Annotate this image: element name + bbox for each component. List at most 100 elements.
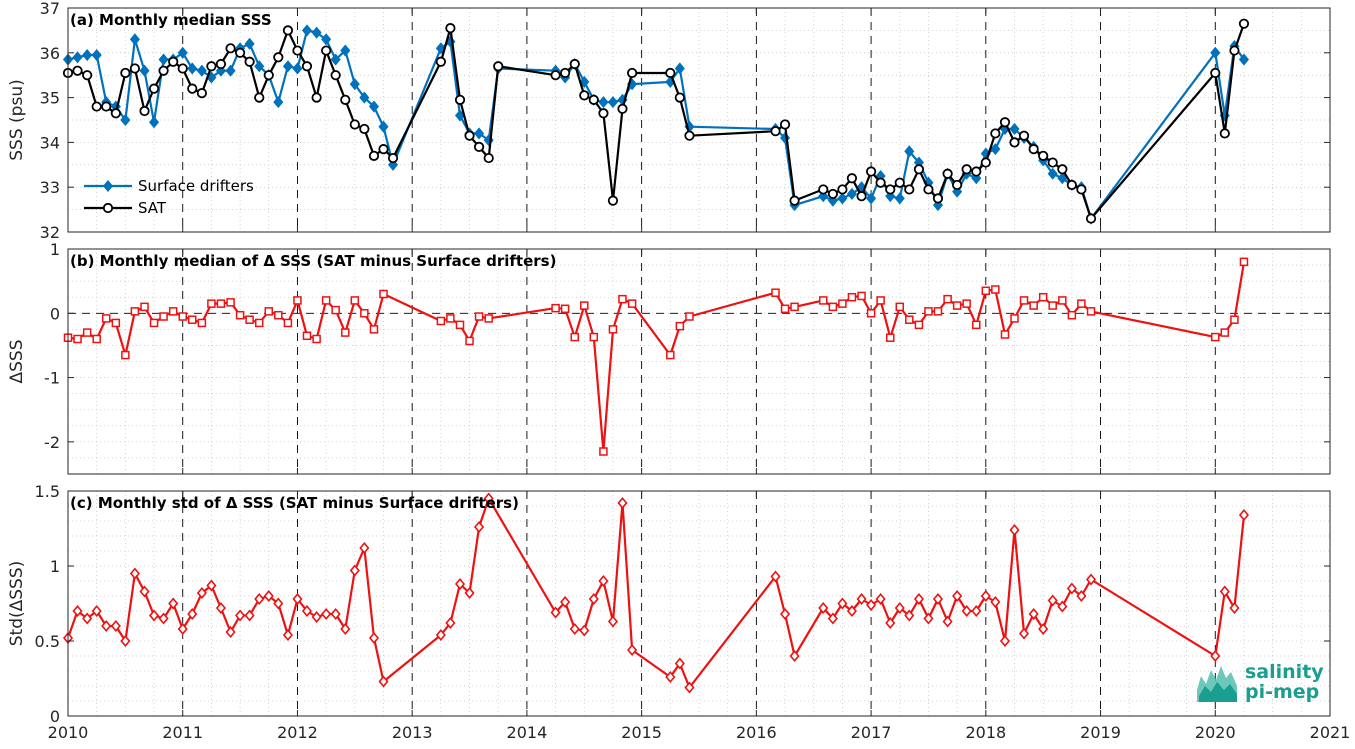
data-point <box>990 143 1001 156</box>
series-line <box>67 261 1246 453</box>
data-point <box>1057 600 1068 613</box>
data-point <box>139 585 150 598</box>
data-point <box>980 589 991 603</box>
y-axis-label: SSS (psu) <box>7 79 27 160</box>
x-tick-label: 2010 <box>48 723 89 742</box>
data-point <box>273 52 284 63</box>
data-point <box>273 96 284 109</box>
data-point <box>876 296 885 305</box>
data-point <box>818 184 829 195</box>
data-point <box>254 592 265 606</box>
data-point <box>473 141 485 152</box>
data-point <box>483 152 494 164</box>
data-point <box>961 164 972 175</box>
data-point <box>999 634 1011 648</box>
data-point <box>101 101 112 112</box>
data-point <box>923 612 934 625</box>
data-point <box>273 597 284 610</box>
data-point <box>865 166 877 177</box>
data-point <box>1219 585 1230 598</box>
data-point <box>685 312 694 321</box>
data-point <box>943 294 952 304</box>
data-point <box>875 177 886 188</box>
data-point <box>818 296 828 305</box>
data-point <box>1047 167 1058 180</box>
x-tick-label: 2019 <box>1080 723 1121 742</box>
data-point <box>971 166 982 177</box>
data-point <box>1076 184 1087 195</box>
data-point <box>187 315 197 324</box>
data-point <box>560 595 571 609</box>
logo-line1: salinity <box>1245 661 1324 683</box>
data-point <box>589 332 599 342</box>
data-point <box>837 597 848 610</box>
data-point <box>72 604 83 618</box>
data-point <box>216 299 226 308</box>
data-point <box>971 604 982 618</box>
data-point <box>1085 573 1097 586</box>
data-point <box>484 314 493 323</box>
data-point <box>321 296 331 305</box>
data-point <box>301 604 313 618</box>
data-point <box>962 299 971 308</box>
data-point <box>139 105 150 117</box>
data-point <box>1067 310 1077 320</box>
data-point <box>311 26 322 39</box>
data-point <box>1038 150 1049 161</box>
data-point <box>780 607 791 621</box>
data-point <box>235 609 246 622</box>
y-tick-label: 1 <box>50 240 60 259</box>
data-point <box>550 70 561 81</box>
data-point <box>551 303 560 313</box>
data-point <box>72 65 83 76</box>
legend-label: Surface drifters <box>138 177 254 195</box>
data-point <box>608 325 618 334</box>
series-line <box>66 497 1246 689</box>
data-point <box>684 681 695 694</box>
data-point <box>330 607 341 621</box>
data-point <box>264 307 274 316</box>
data-point <box>780 304 790 314</box>
x-tick-label: 2015 <box>621 723 662 742</box>
data-point <box>579 90 590 101</box>
data-point <box>1239 257 1249 267</box>
data-point <box>244 37 255 50</box>
x-tick-label: 2020 <box>1195 723 1236 742</box>
data-point <box>474 312 484 321</box>
data-point <box>924 307 933 316</box>
data-point <box>1220 328 1230 337</box>
data-point <box>1018 627 1030 640</box>
data-point <box>454 577 466 591</box>
data-point <box>1077 299 1086 308</box>
data-point <box>474 520 485 534</box>
panel-title: (b) Monthly median of Δ SSS (SAT minus S… <box>70 252 556 270</box>
data-point <box>1229 45 1240 56</box>
data-point <box>263 589 274 603</box>
data-point <box>1230 315 1239 324</box>
data-point <box>72 51 83 64</box>
data-point <box>245 315 254 324</box>
data-point <box>1219 128 1230 139</box>
data-point <box>464 586 475 600</box>
data-point <box>913 164 925 175</box>
data-point <box>168 56 179 67</box>
data-point <box>101 619 112 633</box>
x-tick-label: 2012 <box>277 723 318 742</box>
legend-marker <box>102 202 114 214</box>
y-tick-label: 1.5 <box>35 482 60 501</box>
data-point <box>579 624 590 637</box>
data-point <box>158 53 169 66</box>
data-point <box>321 45 332 56</box>
data-point <box>837 192 848 205</box>
data-point <box>196 586 207 600</box>
data-point <box>446 314 455 323</box>
data-point <box>570 332 580 342</box>
data-point <box>493 61 504 72</box>
data-point <box>607 96 618 109</box>
data-point <box>827 612 838 625</box>
data-point <box>101 314 111 323</box>
data-point <box>368 631 380 645</box>
data-point <box>790 302 799 312</box>
data-point <box>904 609 915 622</box>
data-point <box>866 309 876 318</box>
